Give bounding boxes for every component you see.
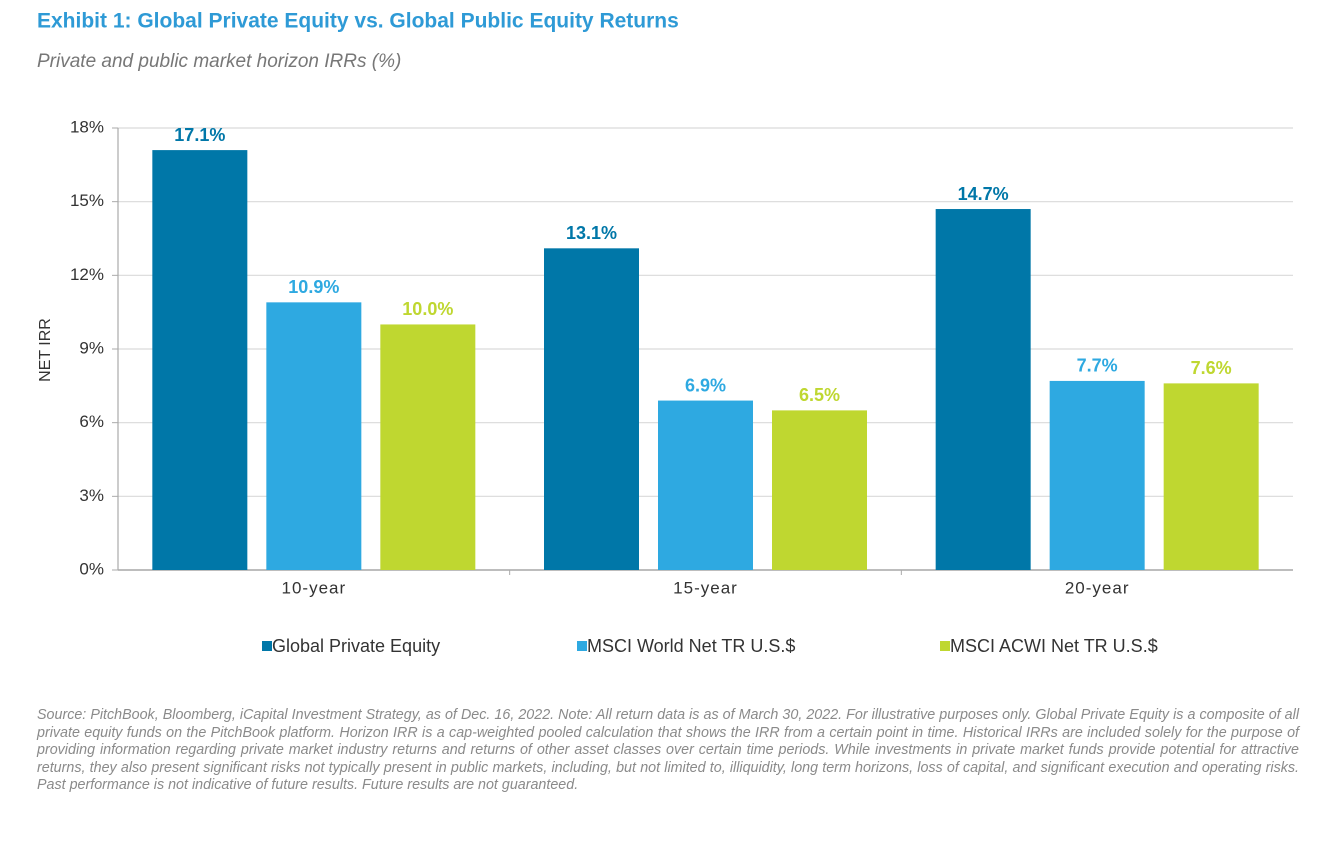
legend-swatch bbox=[262, 641, 272, 651]
bar bbox=[380, 324, 476, 570]
chart-subtitle: Private and public market horizon IRRs (… bbox=[37, 51, 401, 72]
y-tick-label: 9% bbox=[79, 338, 104, 357]
value-label: 10.0% bbox=[402, 299, 453, 319]
source-note: Source: PitchBook, Bloomberg, iCapital I… bbox=[37, 707, 1299, 794]
x-tick-label: 15-year bbox=[673, 578, 738, 597]
bar bbox=[152, 150, 248, 570]
bar bbox=[266, 302, 362, 570]
value-label: 14.7% bbox=[958, 184, 1009, 204]
bar bbox=[544, 248, 639, 571]
chart-title: Exhibit 1: Global Private Equity vs. Glo… bbox=[37, 10, 679, 33]
bar bbox=[772, 410, 867, 570]
bar bbox=[658, 400, 753, 570]
value-label: 7.7% bbox=[1077, 356, 1118, 376]
x-tick-label: 20-year bbox=[1065, 578, 1130, 597]
chart: Exhibit 1: Global Private Equity vs. Glo… bbox=[37, 10, 1293, 656]
y-tick-label: 15% bbox=[70, 191, 104, 210]
y-tick-label: 3% bbox=[79, 486, 104, 505]
value-label: 6.9% bbox=[685, 375, 726, 395]
x-tick-label: 10-year bbox=[282, 578, 347, 597]
legend-label: MSCI World Net TR U.S.$ bbox=[587, 636, 795, 656]
value-label: 17.1% bbox=[174, 125, 225, 145]
bar bbox=[1163, 383, 1259, 570]
legend-swatch bbox=[940, 641, 950, 651]
value-label: 6.5% bbox=[799, 385, 840, 405]
bar bbox=[1049, 380, 1145, 570]
y-tick-label: 12% bbox=[70, 265, 104, 284]
value-label: 7.6% bbox=[1191, 358, 1232, 378]
value-label: 13.1% bbox=[566, 223, 617, 243]
y-tick-label: 6% bbox=[79, 412, 104, 431]
y-tick-label: 18% bbox=[70, 117, 104, 136]
bar bbox=[935, 209, 1031, 571]
legend-label: Global Private Equity bbox=[272, 636, 440, 656]
legend-swatch bbox=[577, 641, 587, 651]
legend-label: MSCI ACWI Net TR U.S.$ bbox=[950, 636, 1158, 656]
y-axis-label: NET IRR bbox=[37, 318, 54, 382]
y-tick-label: 0% bbox=[79, 559, 104, 578]
value-label: 10.9% bbox=[288, 277, 339, 297]
